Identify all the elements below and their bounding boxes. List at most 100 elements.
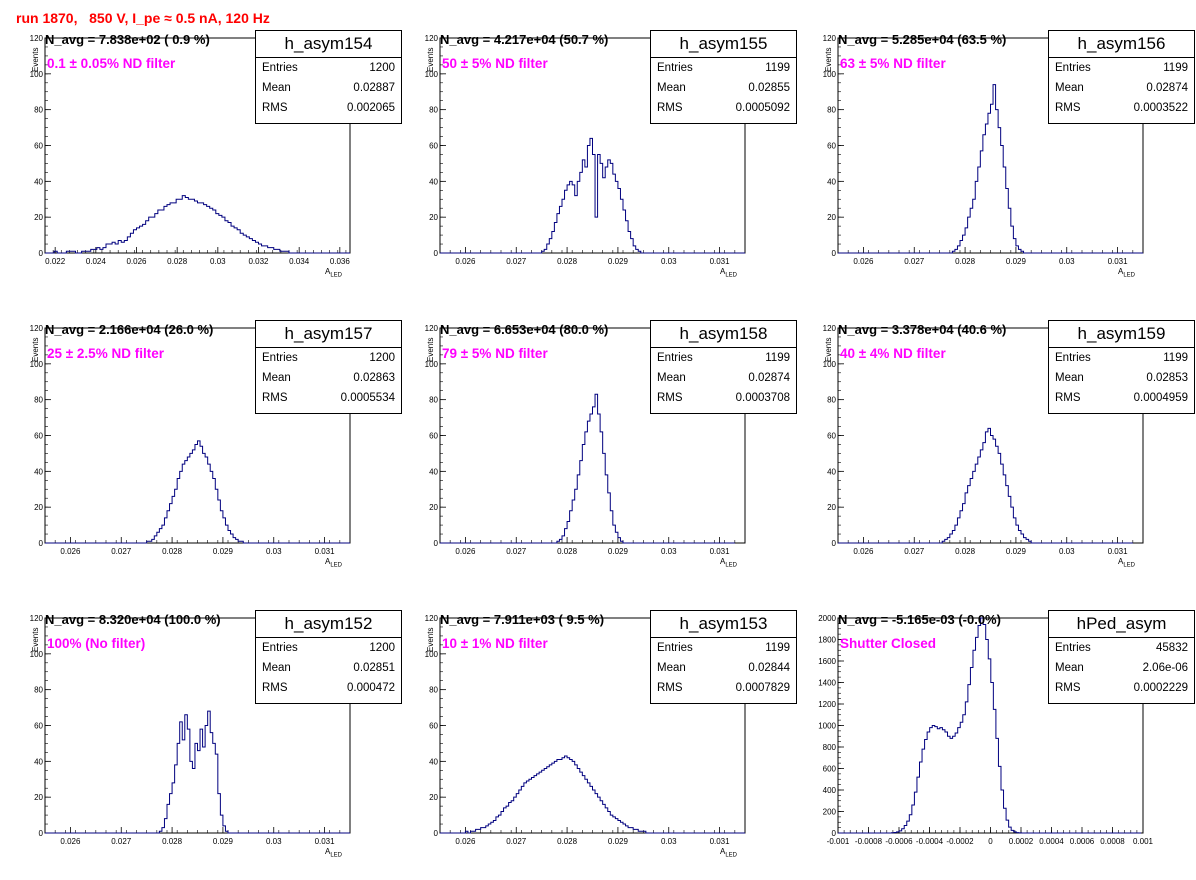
- y-axis-label: Events: [31, 337, 40, 362]
- x-axis-label: ALED: [1118, 267, 1135, 279]
- histogram-panel: 0 20 40 60 80 100 120 0.026 0.027 0.028 0.029 0.03 0…: [823, 320, 1196, 590]
- x-tick-label: 0.031: [710, 257, 731, 266]
- stats-box: h_asym158 Entries 1199 Mean 0.02874 RMS 0.0003…: [650, 320, 797, 414]
- y-tick-label: 40: [827, 467, 836, 476]
- y-tick-label: 80: [827, 106, 836, 115]
- navg-label: N_avg = 2.166e+04 (26.0 %): [45, 322, 214, 337]
- x-axis-label-main: A: [1118, 267, 1124, 276]
- x-tick-label: 0.027: [506, 547, 527, 556]
- x-axis-label: ALED: [325, 557, 342, 569]
- y-axis-label: Events: [824, 337, 833, 362]
- stats-row-entries: Entries 1200: [256, 58, 401, 78]
- y-tick-label: 100: [425, 70, 439, 79]
- histogram-panel: 0 20 40 60 80 100 120 0.026 0.027 0.028 0.029 0.03 0…: [425, 320, 810, 590]
- histogram-line: [440, 393, 735, 544]
- filter-label: Shutter Closed: [840, 636, 937, 651]
- histogram-panel: 0 200 400 600 800 1000 1200 1400 1600 1800 2000 -0.…: [818, 610, 1196, 880]
- stats-value: 0.0005092: [735, 102, 790, 114]
- y-axis-label: Events: [426, 627, 435, 652]
- stats-key: Entries: [262, 62, 298, 74]
- x-tick-label: 0.028: [557, 547, 578, 556]
- stats-key: Mean: [1055, 372, 1084, 384]
- stats-key: Entries: [262, 642, 298, 654]
- x-tick-label: 0.026: [455, 547, 476, 556]
- histogram-name: h_asym156: [1049, 31, 1194, 58]
- x-tick-label: 0.031: [710, 547, 731, 556]
- histogram-panel: 0 20 40 60 80 100 120 0.026 0.027 0.028 0.029 0.03 0…: [425, 610, 810, 880]
- stats-key: RMS: [657, 392, 683, 404]
- x-axis-label: ALED: [720, 847, 737, 859]
- y-tick-label: 1000: [818, 722, 836, 731]
- y-tick-label: 0: [39, 539, 44, 548]
- y-tick-label: 0: [832, 829, 837, 838]
- x-tick-label: 0.03: [1059, 547, 1075, 556]
- x-axis-label-sub: LED: [725, 562, 738, 569]
- stats-key: Entries: [262, 352, 298, 364]
- y-tick-label: 120: [823, 324, 837, 333]
- x-axis-label-main: A: [325, 267, 331, 276]
- x-axis-label-sub: LED: [1123, 562, 1136, 569]
- x-axis-label-sub: LED: [725, 272, 738, 279]
- x-tick-label: 0.036: [330, 257, 351, 266]
- x-axis-label-main: A: [1118, 557, 1124, 566]
- x-tick-label: 0.029: [608, 837, 629, 846]
- stats-row-mean: Mean 0.02874: [651, 368, 796, 388]
- stats-key: Entries: [657, 642, 693, 654]
- y-tick-label: 60: [429, 722, 438, 731]
- stats-value: 0.002065: [347, 102, 395, 114]
- x-tick-label: 0.031: [1108, 547, 1129, 556]
- stats-row-mean: Mean 0.02863: [256, 368, 401, 388]
- stats-row-entries: Entries 1199: [1049, 348, 1194, 368]
- stats-value: 1200: [369, 352, 395, 364]
- x-axis-label-sub: LED: [330, 562, 343, 569]
- x-axis-label-sub: LED: [330, 272, 343, 279]
- stats-row-rms: RMS 0.0005534: [256, 388, 401, 408]
- stats-value: 1200: [369, 62, 395, 74]
- stats-value: 45832: [1156, 642, 1188, 654]
- stats-row-rms: RMS 0.0003708: [651, 388, 796, 408]
- y-tick-label: 600: [823, 765, 837, 774]
- stats-row-rms: RMS 0.000472: [256, 678, 401, 698]
- histogram-line: [45, 440, 350, 544]
- y-tick-label: 100: [30, 360, 44, 369]
- stats-value: 0.000472: [347, 682, 395, 694]
- stats-key: Mean: [262, 82, 291, 94]
- stats-value: 0.02887: [353, 82, 395, 94]
- histogram-name: h_asym157: [256, 321, 401, 348]
- stats-value: 0.02863: [353, 372, 395, 384]
- stats-key: Mean: [1055, 662, 1084, 674]
- stats-key: RMS: [657, 682, 683, 694]
- stats-value: 0.02851: [353, 662, 395, 674]
- x-tick-label: 0.031: [710, 837, 731, 846]
- x-tick-label: 0.032: [248, 257, 269, 266]
- histogram-panel: 0 20 40 60 80 100 120 0.026 0.027 0.028 0.029 0.03 0…: [30, 320, 415, 590]
- histogram-name: hPed_asym: [1049, 611, 1194, 638]
- histogram-panel: 0 20 40 60 80 100 120 0.026 0.027 0.028 0.029 0.03 0…: [30, 610, 415, 880]
- x-tick-label: 0.029: [213, 837, 234, 846]
- stats-row-mean: Mean 0.02855: [651, 78, 796, 98]
- y-tick-label: 20: [429, 503, 438, 512]
- y-tick-label: 60: [34, 722, 43, 731]
- y-tick-label: 0: [434, 829, 439, 838]
- x-tick-label: 0.001: [1133, 837, 1154, 846]
- x-tick-label: 0.03: [266, 837, 282, 846]
- filter-label: 40 ± 4% ND filter: [840, 346, 946, 361]
- stats-value: 0.02853: [1146, 372, 1188, 384]
- stats-row-rms: RMS 0.0004959: [1049, 388, 1194, 408]
- navg-label: N_avg = 4.217e+04 (50.7 %): [440, 32, 609, 47]
- stats-key: RMS: [262, 392, 288, 404]
- y-tick-label: 800: [823, 743, 837, 752]
- stats-value: 1199: [1163, 62, 1188, 74]
- x-tick-label: 0.03: [661, 257, 677, 266]
- y-tick-label: 1400: [818, 679, 836, 688]
- stats-value: 0.02874: [748, 372, 790, 384]
- stats-box: h_asym154 Entries 1200 Mean 0.02887 RMS 0.0020…: [255, 30, 402, 124]
- y-tick-label: 80: [34, 106, 43, 115]
- stats-key: Entries: [1055, 642, 1091, 654]
- stats-row-entries: Entries 1199: [1049, 58, 1194, 78]
- x-tick-label: 0.026: [853, 547, 874, 556]
- histogram-name: h_asym158: [651, 321, 796, 348]
- filter-label: 79 ± 5% ND filter: [442, 346, 548, 361]
- stats-value: 1199: [765, 62, 790, 74]
- stats-value: 2.06e-06: [1142, 662, 1188, 674]
